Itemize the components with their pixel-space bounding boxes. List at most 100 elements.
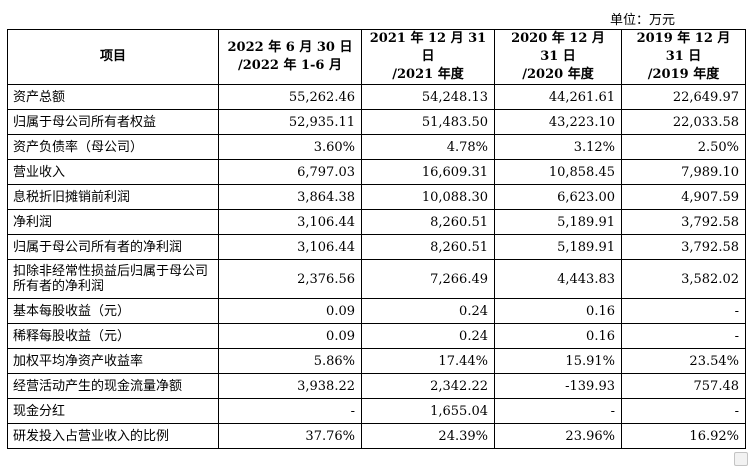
row-value: 3,792.58 — [621, 209, 746, 235]
watermark — [684, 451, 748, 467]
row-value: - — [494, 398, 622, 424]
table-row: 息税折旧摊销前利润 3,864.38 10,088.30 6,623.00 4,907.… — [7, 184, 746, 210]
row-value: 54,248.13 — [361, 84, 495, 110]
row-value: 3,106.44 — [218, 209, 362, 235]
header-2019: 2019 年 12 月 31 日 /2019 年度 — [621, 29, 746, 85]
row-value: 0.09 — [218, 298, 362, 324]
table-row: 归属于母公司所有者权益 52,935.11 51,483.50 43,223.10 22… — [7, 109, 746, 135]
row-value: 52,935.11 — [218, 109, 362, 135]
row-value: 17.44% — [361, 348, 495, 374]
header-2019-period: /2019 年度 — [647, 67, 720, 82]
row-label: 现金分红 — [7, 398, 219, 424]
row-value: 3,106.44 — [218, 234, 362, 260]
row-value: 3,938.22 — [218, 373, 362, 399]
table-row: 资产负债率（母公司） 3.60% 4.78% 3.12% 2.50% — [7, 134, 746, 160]
table-row: 归属于母公司所有者的净利润 3,106.44 8,260.51 5,189.91 3,7… — [7, 234, 746, 260]
row-label: 加权平均净资产收益率 — [7, 348, 219, 374]
table-row: 经营活动产生的现金流量净额 3,938.22 2,342.22 -139.93 757.… — [7, 373, 746, 399]
row-value: 7,266.49 — [361, 259, 495, 299]
row-value: 0.09 — [218, 323, 362, 349]
row-label: 息税折旧摊销前利润 — [7, 184, 219, 210]
row-label: 营业收入 — [7, 159, 219, 185]
watermark-icon — [734, 452, 748, 466]
row-value: 3,792.58 — [621, 234, 746, 260]
row-label: 研发投入占营业收入的比例 — [7, 423, 219, 449]
header-2020: 2020 年 12 月 31 日 /2020 年度 — [494, 29, 622, 85]
row-label: 净利润 — [7, 209, 219, 235]
row-value: 6,623.00 — [494, 184, 622, 210]
row-value: 5,189.91 — [494, 234, 622, 260]
table-header-row: 项目 2022 年 6 月 30 日 /2022 年 1-6 月 2021 年 … — [7, 29, 746, 85]
row-value: 4.78% — [361, 134, 495, 160]
row-value: 10,088.30 — [361, 184, 495, 210]
row-value: 22,649.97 — [621, 84, 746, 110]
table-body: 资产总额 55,262.46 54,248.13 44,261.61 22,649.97… — [7, 84, 746, 449]
header-2019-date: 2019 年 12 月 31 日 — [636, 31, 731, 64]
row-value: 44,261.61 — [494, 84, 622, 110]
row-value: 37.76% — [218, 423, 362, 449]
row-value: 0.16 — [494, 298, 622, 324]
row-value: 24.39% — [361, 423, 495, 449]
row-value: 4,907.59 — [621, 184, 746, 210]
row-value: - — [621, 398, 746, 424]
header-2021-date: 2021 年 12 月 31 日 — [369, 31, 487, 64]
row-label: 扣除非经常性损益后归属于母公司所有者的净利润 — [7, 259, 219, 299]
unit-label: 单位：万元 — [609, 13, 675, 28]
row-value: 8,260.51 — [361, 209, 495, 235]
header-2022h1-date: 2022 年 6 月 30 日 — [227, 40, 353, 55]
header-2020-period: /2020 年度 — [522, 67, 594, 82]
row-value: 55,262.46 — [218, 84, 362, 110]
row-value: 23.96% — [494, 423, 622, 449]
table-row: 现金分红 -1,655.04- - — [7, 398, 746, 424]
header-2022h1: 2022 年 6 月 30 日 /2022 年 1-6 月 — [218, 29, 362, 85]
row-value: 23.54% — [621, 348, 746, 374]
row-value: 16,609.31 — [361, 159, 495, 185]
row-value: 3,582.02 — [621, 259, 746, 299]
row-value: -139.93 — [494, 373, 622, 399]
row-value: 4,443.83 — [494, 259, 622, 299]
row-value: 0.24 — [361, 298, 495, 324]
row-label: 基本每股收益（元） — [7, 298, 219, 324]
row-value: 8,260.51 — [361, 234, 495, 260]
row-value: 2.50% — [621, 134, 746, 160]
row-label: 归属于母公司所有者的净利润 — [7, 234, 219, 260]
row-label: 稀释每股收益（元） — [7, 323, 219, 349]
row-value: 2,376.56 — [218, 259, 362, 299]
table-row: 研发投入占营业收入的比例 37.76% 24.39% 23.96% 16.92% — [7, 423, 746, 449]
table-row: 资产总额 55,262.46 54,248.13 44,261.61 22,649.97 — [7, 84, 746, 110]
row-value: 757.48 — [621, 373, 746, 399]
row-value: 5,189.91 — [494, 209, 622, 235]
row-value: 0.16 — [494, 323, 622, 349]
row-value: 6,797.03 — [218, 159, 362, 185]
header-2022h1-period: /2022 年 1-6 月 — [238, 58, 342, 73]
row-value: 2,342.22 — [361, 373, 495, 399]
header-item: 项目 — [7, 29, 219, 85]
table-row: 加权平均净资产收益率 5.86% 17.44% 15.91% 23.54% — [7, 348, 746, 374]
row-value: 3.60% — [218, 134, 362, 160]
row-value: 5.86% — [218, 348, 362, 374]
row-label: 归属于母公司所有者权益 — [7, 109, 219, 135]
row-value: 15.91% — [494, 348, 622, 374]
header-2021: 2021 年 12 月 31 日 /2021 年度 — [361, 29, 495, 85]
row-value: - — [621, 323, 746, 349]
row-value: - — [621, 298, 746, 324]
table-row: 营业收入 6,797.03 16,609.31 10,858.45 7,989.10 — [7, 159, 746, 185]
row-label: 经营活动产生的现金流量净额 — [7, 373, 219, 399]
row-value: 3,864.38 — [218, 184, 362, 210]
row-label: 资产总额 — [7, 84, 219, 110]
table-row: 稀释每股收益（元） 0.09 0.24 0.16- — [7, 323, 746, 349]
row-value: 0.24 — [361, 323, 495, 349]
row-value: 3.12% — [494, 134, 622, 160]
row-value: 10,858.45 — [494, 159, 622, 185]
row-value: 43,223.10 — [494, 109, 622, 135]
row-value: - — [218, 398, 362, 424]
row-value: 51,483.50 — [361, 109, 495, 135]
table-row: 基本每股收益（元） 0.09 0.24 0.16- — [7, 298, 746, 324]
row-label: 资产负债率（母公司） — [7, 134, 219, 160]
row-value: 1,655.04 — [361, 398, 495, 424]
row-value: 7,989.10 — [621, 159, 746, 185]
header-2020-date: 2020 年 12 月 31 日 — [511, 31, 605, 64]
table-row: 扣除非经常性损益后归属于母公司所有者的净利润 2,376.56 7,266.49 4,… — [7, 259, 746, 299]
financial-data-table: 项目 2022 年 6 月 30 日 /2022 年 1-6 月 2021 年 … — [7, 29, 746, 449]
row-value: 16.92% — [621, 423, 746, 449]
